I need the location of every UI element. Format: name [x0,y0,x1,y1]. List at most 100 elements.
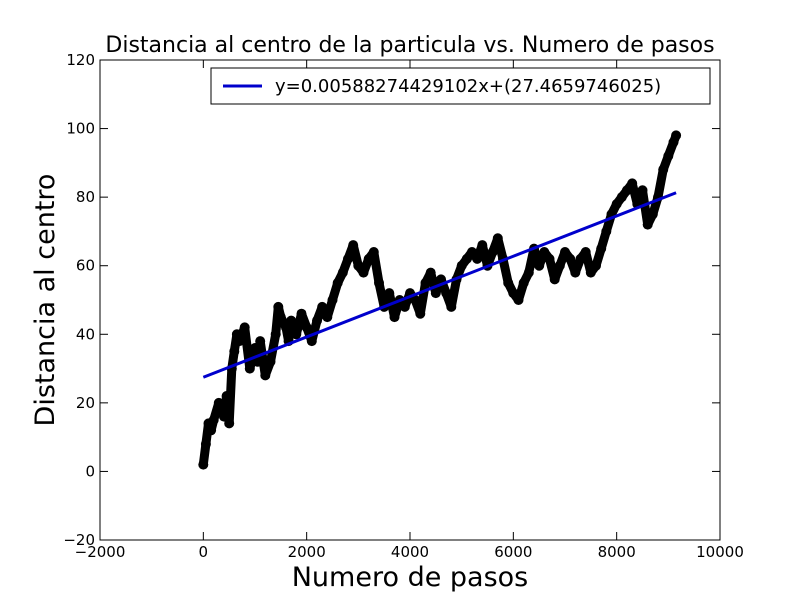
data-point [503,277,514,288]
data-point [611,199,622,209]
data-point [575,253,586,264]
data-point [420,277,431,288]
legend-box [210,67,711,105]
data-point [492,233,503,244]
data-point [477,240,488,251]
y-tick-label: 20 [76,394,95,412]
data-point [213,397,224,408]
x-tick-label: 2000 [288,543,326,561]
data-point [461,253,472,264]
data-point [200,439,211,449]
data-point [513,295,524,305]
data-point [206,425,217,436]
y-tick-label: −20 [63,531,95,549]
data-point [348,240,359,251]
data-point [389,312,400,323]
data-point [554,260,565,271]
data-point [208,415,219,425]
data-point [534,260,545,271]
data-point [306,336,317,347]
data-point [221,391,232,401]
data-point [234,336,245,347]
data-point [410,295,421,305]
data-point [430,288,441,299]
data-point [441,288,452,299]
data-point [456,260,467,271]
data-point [374,277,384,288]
data-point [596,243,607,254]
data-point [275,312,286,323]
data-point [647,209,658,220]
data-point [363,253,374,264]
data-point [252,356,263,367]
data-point [219,411,229,422]
data-point [487,247,498,257]
data-point [415,308,426,319]
data-point [250,343,260,353]
data-point [273,301,284,312]
data-point [622,185,632,196]
data-point [560,247,570,257]
data-point [281,322,291,333]
data-point [663,151,674,161]
data-point [270,329,281,340]
data-point [570,267,581,278]
data-point [265,356,276,367]
y-axis-label: Distancia al centro [30,174,61,427]
data-point [658,164,669,175]
data-point [301,322,312,333]
x-tick-label: −2000 [75,543,126,561]
legend-label-fit-line: y=0.00588274429102x+(27.4659746025) [275,76,661,97]
data-point [368,247,379,257]
data-point [467,247,477,257]
data-point [198,459,209,470]
data-point [446,301,457,312]
x-tick-label: 0 [199,543,209,561]
data-point [244,363,255,374]
data-point [327,295,338,305]
data-point [353,260,364,271]
data-point [425,267,436,278]
x-tick-label: 6000 [494,543,532,561]
data-point [642,219,653,230]
data-point [224,418,235,429]
data-point [565,253,576,264]
data-point [291,329,302,340]
fit-line [202,191,677,379]
data-point [332,277,343,288]
data-point [358,267,369,278]
data-point [518,277,529,288]
data-point [317,301,328,312]
x-tick-label: 4000 [391,543,429,561]
y-tick-label: 40 [76,325,95,343]
data-point [580,247,591,257]
data-point [296,308,307,319]
y-tick-label: 0 [85,462,95,480]
y-tick-label: 100 [66,120,95,138]
data-point [255,336,266,347]
chart-title: Distancia al centro de la particula vs. … [105,33,714,58]
ticks-layer: −2000 0 2000 4000 6000 8000 10000 −20 0 20 40 60 80 1… [63,51,744,561]
data-point [544,253,555,264]
data-point [399,301,410,312]
data-point [508,288,519,299]
data-point [312,315,322,326]
data-point [549,274,560,285]
data-point [616,192,627,203]
data-point [523,267,534,278]
data-point [343,253,353,264]
data-point [591,260,601,271]
y-tick-label: 120 [66,51,95,69]
data-point [539,247,550,257]
data-point [637,185,648,196]
y-tick-label: 80 [76,188,95,206]
legend: y=0.00588274429102x+(27.4659746025) [210,67,711,105]
data-point [671,130,682,141]
data-point [286,315,297,326]
x-tick-label: 8000 [598,543,636,561]
data-layer [198,130,682,470]
y-tick-label: 60 [76,257,95,275]
data-point [260,370,271,381]
data-point [239,322,250,333]
